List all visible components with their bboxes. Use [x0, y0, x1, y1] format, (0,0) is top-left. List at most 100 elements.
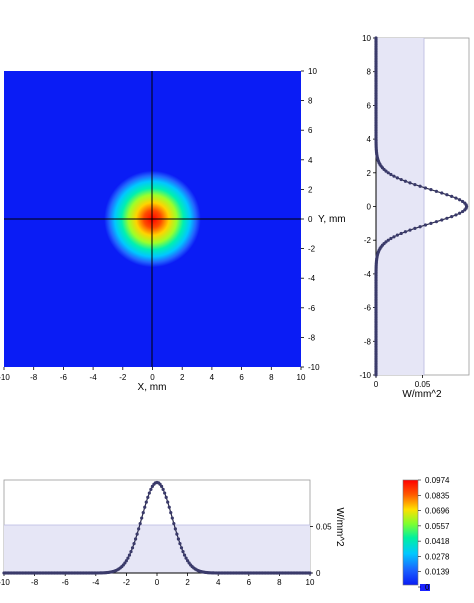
profile-y-tick-label: -6: [364, 304, 372, 313]
profile-x-tick-label: -6: [62, 578, 70, 587]
profile-x-point: [147, 491, 151, 495]
profile-x-tick-label: 2: [185, 578, 190, 587]
profile-x-point: [184, 556, 188, 560]
profile-x-point: [169, 510, 173, 515]
profile-x-point: [149, 487, 153, 491]
profile-x-point: [166, 500, 170, 504]
profile-y-point: [395, 176, 399, 180]
heatmap-x-tick-label: -8: [30, 373, 38, 382]
profile-x-axis-label: W/mm^2: [334, 507, 345, 547]
profile-y-x-ticks: 0 0.05: [374, 375, 431, 389]
heatmap-x-axis-label: X, mm: [138, 382, 167, 393]
profile-x-point: [170, 516, 174, 520]
profile-y-tick-label: 2: [367, 169, 372, 178]
heatmap-y-tick-label: 0: [308, 215, 313, 224]
colorbar-label: 0.0696: [425, 507, 450, 516]
profile-x-point: [130, 546, 135, 550]
profile-y-shaded-region: [376, 38, 424, 375]
profile-y-point: [458, 211, 462, 215]
profile-y-point: [450, 194, 454, 198]
profile-x-point: [146, 495, 150, 499]
profile-y-tick-label: -2: [364, 236, 372, 245]
profile-x-point: [179, 546, 184, 550]
profile-x-point: [140, 516, 144, 520]
heatmap-panel[interactable]: -10 -8 -6 -4 -2 0 2 4 6 8 10 -10 -8 -6 -4 -2 0 2 4 6 8 10 X,…: [0, 67, 346, 393]
profile-y-tick-label: 10: [362, 34, 371, 43]
profile-x-tick-label: 4: [216, 578, 221, 587]
profile-x-y-tick-label: 0: [316, 569, 321, 578]
colorbar-label: 0.0835: [425, 491, 450, 500]
profile-y-point: [392, 235, 396, 239]
profile-y-point: [450, 215, 454, 219]
colorbar-label: 0.0278: [425, 552, 450, 561]
profile-y-point: [440, 191, 444, 195]
colorbar-gradient: [402, 479, 419, 586]
heatmap-y-tick-label: 2: [308, 185, 313, 194]
profile-y-point: [413, 182, 417, 187]
profile-x-point: [175, 532, 179, 536]
heatmap-x-tick-label: 10: [297, 373, 306, 382]
profile-x-point: [129, 550, 133, 554]
profile-y-point: [418, 225, 422, 229]
profile-y-point: [399, 177, 403, 182]
profile-x-point: [124, 559, 128, 563]
profile-x-tick-label: -10: [0, 578, 10, 587]
profile-y-point: [463, 201, 467, 205]
profile-y-point: [434, 220, 439, 224]
profile-y-point: [403, 230, 408, 234]
profile-y-point: [454, 213, 458, 217]
profile-x-point: [144, 500, 148, 504]
heatmap-x-tick-label: -10: [0, 373, 10, 382]
heatmap-x-tick-label: 0: [150, 373, 155, 382]
profile-x-point: [164, 495, 168, 499]
profile-y-point: [445, 216, 449, 220]
profile-x-point: [135, 532, 139, 536]
profile-y-tick-label: -8: [364, 337, 372, 346]
heatmap-x-tick-label: -6: [60, 373, 68, 382]
heatmap-x-tick-label: 2: [180, 373, 185, 382]
profile-y-point: [418, 184, 422, 188]
heatmap-x-tick-label: -2: [119, 373, 127, 382]
profile-x-point: [161, 487, 165, 491]
profile-y-point: [429, 188, 433, 192]
profile-y-point: [423, 223, 428, 227]
profile-x-point: [127, 553, 132, 557]
colorbar-labels: 0.0974 0.0835 0.0696 0.0557 0.0418 0.0278 0.01…: [418, 476, 450, 592]
heatmap-y-ticks: -10 -8 -6 -4 -2 0 2 4 6 8 10: [301, 67, 320, 372]
profile-x-points: [2, 480, 312, 575]
profile-y-point: [434, 189, 439, 193]
profile-x-point: [143, 505, 147, 509]
colorbar-label: 0.0974: [425, 476, 450, 485]
profile-x-tick-label: 0: [155, 578, 160, 587]
heatmap-x-tick-label: -4: [90, 373, 98, 382]
heatmap-y-tick-label: 4: [308, 156, 313, 165]
profile-x-point: [163, 491, 167, 495]
profile-y-ticks: -10 -8 -6 -4 -2 0 2 4 6 8 10: [359, 34, 376, 380]
profile-y-point: [445, 193, 449, 197]
profile-y-point: [389, 236, 393, 241]
profile-y-x-tick-label: 0: [374, 380, 379, 389]
heatmap-y-tick-label: 6: [308, 126, 313, 135]
colorbar-label: 0: [425, 583, 430, 592]
profile-x-point: [133, 537, 138, 541]
colorbar-label: 0.0418: [425, 537, 450, 546]
profile-y-point: [392, 174, 396, 178]
profile-x-tick-label: 6: [247, 578, 252, 587]
profile-y-tick-label: -4: [364, 270, 372, 279]
profile-x-point: [132, 541, 136, 546]
heatmap-y-tick-label: -10: [308, 363, 320, 372]
profile-y-point: [440, 218, 444, 222]
profile-x-point: [173, 527, 177, 531]
profile-x-point: [172, 521, 176, 526]
heatmap-y-tick-label: 10: [308, 67, 317, 76]
profile-x-ticks: -10 -8 -6 -4 -2 0 2 4 6 8 10: [0, 573, 315, 587]
profile-y-tick-label: -10: [359, 371, 371, 380]
profile-y-point: [374, 36, 378, 40]
profile-y-point: [403, 179, 408, 183]
heatmap-y-tick-label: 8: [308, 97, 313, 106]
profile-x-point: [167, 505, 171, 509]
profile-x-tick-label: -4: [92, 578, 100, 587]
